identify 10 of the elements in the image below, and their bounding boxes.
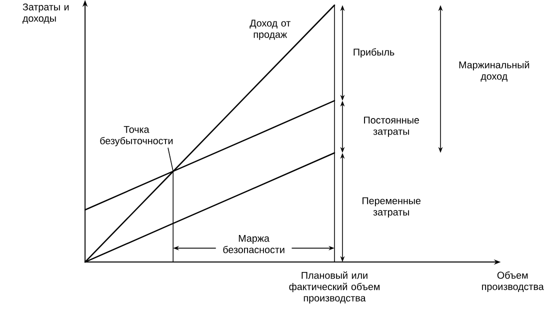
annotation: Постоянные затраты (364, 116, 419, 137)
x-axis-title: Объем производства (482, 271, 544, 292)
annotation: Маржа безопасности (223, 234, 284, 254)
y-axis-title: Затраты и доходы (22, 3, 69, 24)
annotation: Точка безубыточности (100, 126, 173, 146)
text: Плановый или фактический объем производства (289, 271, 380, 304)
series-label: Доход от продаж (250, 20, 290, 40)
annotation: Маржинальный доход (459, 60, 530, 82)
annotation: Переменные затраты (362, 197, 421, 218)
annotation: Прибыль (354, 48, 394, 58)
